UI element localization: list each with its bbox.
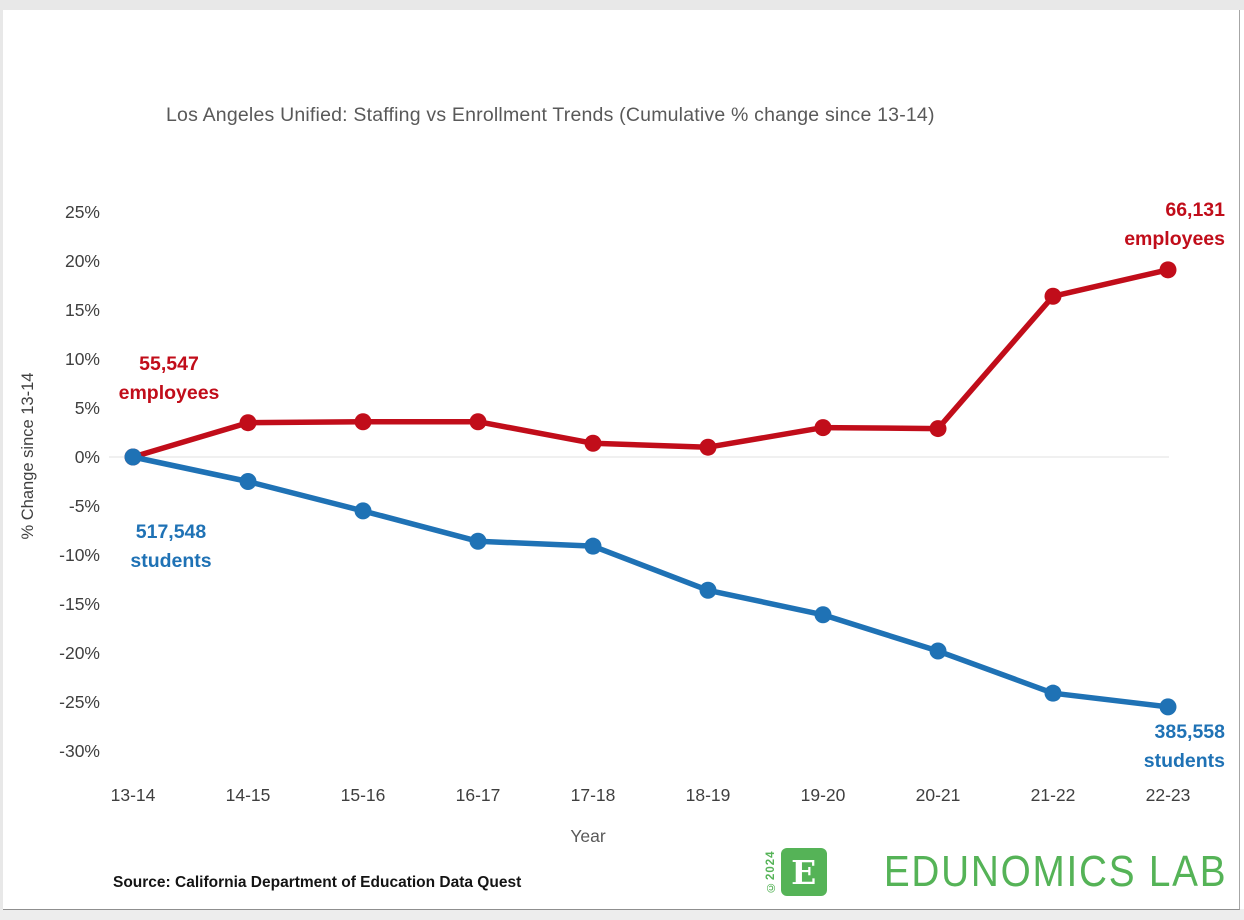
annotation-students-start-label: students — [130, 550, 212, 572]
students-point-21-22 — [1044, 684, 1062, 702]
x-tick-label: 19-20 — [801, 785, 846, 805]
x-tick-label: 17-18 — [571, 785, 616, 805]
annotation-employees-start-label: employees — [118, 382, 220, 404]
y-tick-label: 25% — [65, 202, 100, 222]
y-tick-label: 5% — [75, 398, 100, 418]
students-point-19-20 — [814, 606, 832, 624]
employees-point-21-22 — [1044, 287, 1062, 305]
annotation-students-start: 517,548 students — [103, 518, 239, 576]
employees-point-15-16 — [354, 413, 372, 431]
page-margin-top — [0, 0, 1244, 10]
employees-point-14-15 — [239, 414, 257, 432]
employees-line — [130, 267, 1171, 460]
annotation-employees-end-label: employees — [1124, 228, 1225, 250]
y-tick-label: -25% — [59, 692, 100, 712]
y-tick-label: 0% — [75, 447, 100, 467]
y-tick-label: -10% — [59, 545, 100, 565]
y-tick-label: 15% — [65, 300, 100, 320]
students-point-14-15 — [239, 473, 257, 490]
y-tick-label: -30% — [59, 741, 100, 761]
x-tick-label: 20-21 — [916, 785, 961, 805]
annotation-employees-start-value: 55,547 — [139, 353, 199, 375]
chart-title: Los Angeles Unified: Staffing vs Enrollm… — [166, 104, 935, 126]
x-tick-label: 14-15 — [226, 785, 271, 805]
x-tick-label: 16-17 — [456, 785, 501, 805]
x-tick-label: 21-22 — [1031, 785, 1076, 805]
source-note: Source: California Department of Educati… — [113, 874, 522, 891]
annotation-students-start-value: 517,548 — [135, 521, 207, 543]
employees-point-18-19 — [699, 438, 717, 456]
y-axis-title: % Change since 13-14 — [19, 372, 37, 540]
logo-wordmark: EDUNOMICS LAB — [883, 847, 1227, 896]
students-point-18-19 — [699, 581, 717, 599]
x-tick-label: 22-23 — [1146, 785, 1191, 805]
y-tick-label: 20% — [65, 251, 100, 271]
students-point-16-17 — [469, 532, 487, 550]
y-tick-label: -20% — [59, 643, 100, 663]
students-point-20-21 — [929, 642, 947, 660]
x-axis-title: Year — [570, 826, 606, 846]
y-tick-label: -5% — [69, 496, 100, 516]
employees-point-17-18 — [584, 434, 602, 452]
students-point-22-23 — [1159, 698, 1177, 716]
x-tick-label: 18-19 — [686, 785, 731, 805]
annotation-students-end: 385,558 students — [1144, 718, 1225, 776]
employees-point-20-21 — [929, 420, 947, 438]
students-point-17-18 — [584, 537, 602, 555]
edunomics-monogram-icon: E — [780, 848, 827, 896]
x-tick-label: 15-16 — [341, 785, 386, 805]
slide-canvas: Los Angeles Unified: Staffing vs Enrollm… — [3, 10, 1240, 910]
annotation-employees-end: 66,131 employees — [1124, 196, 1225, 254]
annotation-students-end-label: students — [1143, 750, 1225, 772]
students-point-15-16 — [354, 502, 372, 520]
students-point-13-14 — [124, 448, 142, 466]
y-tick-label: -15% — [59, 594, 100, 614]
employees-point-22-23 — [1159, 261, 1177, 279]
employees-point-19-20 — [814, 419, 832, 437]
annotation-employees-start: 55,547 employees — [103, 350, 235, 408]
employees-point-16-17 — [469, 413, 487, 431]
annotation-students-end-value: 385,558 — [1154, 721, 1226, 743]
logo-copyright-year: ©2024 — [764, 850, 777, 894]
chart-plot: 25% 20% 15% 10% 5% 0% -5% -10% -15% -20% -25% -30% 1… — [59, 202, 1191, 805]
x-tick-label: 13-14 — [111, 785, 156, 805]
edunomics-lab-logo: ©2024 E EDUNOMICS LAB — [765, 838, 1227, 906]
annotation-employees-end-value: 66,131 — [1165, 199, 1225, 221]
students-line — [130, 454, 1171, 710]
page-margin-bottom — [0, 909, 1244, 920]
y-tick-label: 10% — [65, 349, 100, 369]
logo-monogram-letter: E — [791, 852, 817, 892]
page-margin-left — [0, 10, 3, 909]
